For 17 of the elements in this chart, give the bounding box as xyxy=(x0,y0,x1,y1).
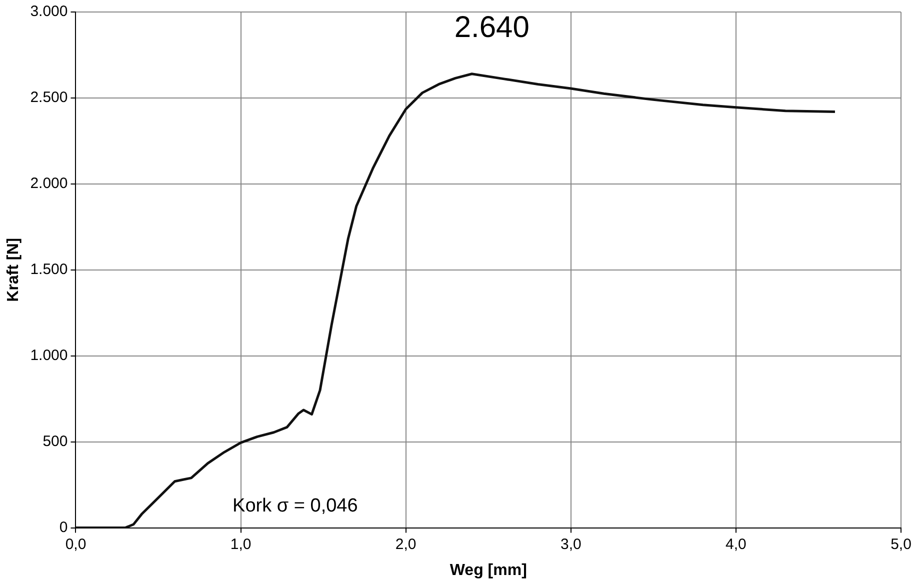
x-tick-label: 0,0 xyxy=(65,536,86,553)
x-axis-title: Weg [mm] xyxy=(450,562,527,579)
x-tick-label: 1,0 xyxy=(230,536,252,553)
y-tick-label: 1.500 xyxy=(30,261,68,278)
x-tick-label: 5,0 xyxy=(890,536,912,553)
y-tick-label: 500 xyxy=(42,432,68,450)
x-tick-label: 3,0 xyxy=(560,536,582,553)
annotation: Kork σ = 0,046 xyxy=(232,496,358,517)
x-tick-label: 4,0 xyxy=(726,536,746,553)
y-axis-title: Kraft [N] xyxy=(5,238,22,302)
y-tick-label: 2.500 xyxy=(30,89,68,106)
y-tick-label: 0 xyxy=(59,518,68,536)
y-tick-label: 2.000 xyxy=(30,175,68,192)
y-tick-label: 3.000 xyxy=(30,3,68,20)
annotation: 2.640 xyxy=(454,11,530,44)
x-tick-label: 2,0 xyxy=(395,536,416,553)
y-tick-label: 1.000 xyxy=(30,347,68,364)
